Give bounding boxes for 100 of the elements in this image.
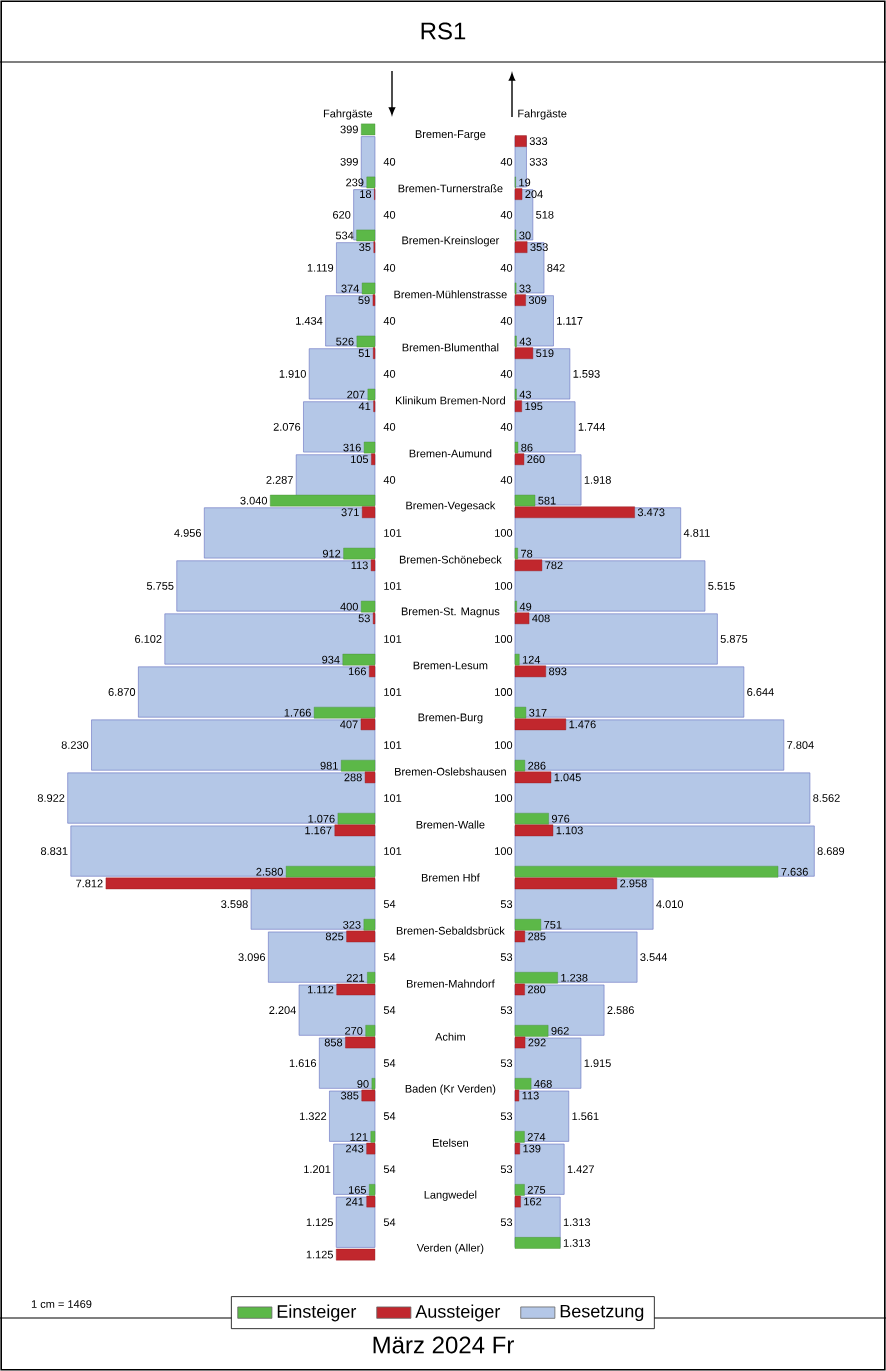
data-label: 407 bbox=[340, 720, 358, 729]
bar bbox=[340, 759, 376, 772]
bar bbox=[336, 983, 376, 996]
bar bbox=[514, 972, 558, 984]
data-label: 162 bbox=[524, 1197, 542, 1206]
bar bbox=[514, 441, 519, 454]
data-label: 35 bbox=[359, 243, 371, 252]
bar bbox=[367, 972, 376, 984]
y-tick-label: Bremen-Burg bbox=[418, 713, 483, 724]
data-label: 6.870 bbox=[108, 688, 136, 696]
data-label: 2.580 bbox=[256, 867, 283, 876]
bar bbox=[514, 653, 520, 666]
data-label: 124 bbox=[522, 655, 541, 664]
y-tick-label: 100 bbox=[495, 847, 513, 855]
data-label: 5.515 bbox=[708, 582, 735, 590]
y-tick-label: Baden (Kr Verden) bbox=[405, 1084, 496, 1095]
text: RS1 bbox=[421, 22, 466, 40]
y-tick-label: 40 bbox=[500, 476, 513, 484]
data-label: 519 bbox=[536, 349, 554, 358]
data-label: 581 bbox=[538, 496, 556, 505]
y-tick-label: 40 bbox=[383, 210, 396, 219]
data-label: 113 bbox=[522, 1091, 539, 1100]
bar bbox=[285, 865, 376, 878]
data-label: 1.766 bbox=[284, 708, 311, 717]
y-tick-label: Bremen-Lesum bbox=[413, 661, 488, 670]
data-label: 399 bbox=[340, 125, 358, 134]
y-tick-label: Klinikum Bremen-Nord bbox=[395, 396, 505, 405]
data-label: 3.040 bbox=[240, 496, 268, 505]
bar bbox=[345, 1036, 376, 1049]
data-label: 1.313 bbox=[563, 1239, 591, 1247]
data-label: 7.804 bbox=[787, 741, 814, 749]
bar bbox=[363, 919, 376, 931]
bar bbox=[356, 335, 376, 348]
bar bbox=[367, 388, 376, 401]
x-axis-title: Fahrgäste bbox=[518, 109, 567, 120]
data-label: 371 bbox=[341, 508, 359, 517]
data-label: 90 bbox=[357, 1079, 369, 1088]
y-tick-label: 54 bbox=[383, 1112, 396, 1121]
data-label: 5.875 bbox=[720, 635, 748, 643]
data-label: 7.812 bbox=[76, 879, 103, 888]
data-label: 399 bbox=[340, 157, 358, 166]
bar bbox=[514, 930, 526, 943]
data-label: 858 bbox=[324, 1038, 343, 1047]
bar bbox=[514, 612, 530, 625]
y-tick-label: 40 bbox=[383, 316, 396, 325]
y-tick-label: 54 bbox=[383, 1218, 396, 1227]
data-label: 78 bbox=[521, 549, 533, 558]
data-label: 43 bbox=[519, 337, 532, 346]
y-tick-label: 40 bbox=[383, 157, 396, 166]
bar bbox=[334, 824, 376, 837]
bar bbox=[514, 983, 525, 996]
bar bbox=[514, 453, 525, 465]
data-label: 18 bbox=[360, 190, 372, 198]
data-label: 292 bbox=[528, 1038, 546, 1047]
bar bbox=[514, 294, 526, 306]
bar bbox=[370, 559, 376, 572]
bar bbox=[514, 1078, 532, 1090]
data-label: 374 bbox=[341, 284, 359, 293]
text: März 2024 Fr bbox=[373, 1336, 514, 1354]
bar bbox=[362, 506, 376, 519]
bar bbox=[343, 547, 376, 560]
y-tick-label: 100 bbox=[495, 741, 513, 749]
bar bbox=[366, 1142, 376, 1155]
y-tick-label: 54 bbox=[383, 953, 396, 961]
data-label: 8.230 bbox=[61, 741, 89, 749]
data-label: 976 bbox=[551, 814, 570, 823]
bar bbox=[337, 812, 376, 825]
data-label: 59 bbox=[358, 296, 370, 305]
y-tick-label: 54 bbox=[383, 1006, 396, 1014]
data-label: 8.562 bbox=[813, 794, 840, 802]
bar bbox=[364, 771, 376, 784]
data-label: 534 bbox=[335, 231, 354, 240]
y-tick-label: Bremen-Sebaldsbrück bbox=[396, 926, 505, 935]
bar bbox=[366, 1195, 376, 1208]
bar bbox=[361, 1089, 376, 1102]
y-tick-label: Bremen-Schönebeck bbox=[399, 555, 502, 564]
y-tick-label: 53 bbox=[500, 1112, 513, 1121]
data-label: 782 bbox=[545, 561, 563, 570]
data-label: 3.473 bbox=[637, 508, 665, 517]
y-tick-label: 101 bbox=[384, 582, 402, 590]
data-label: 1.313 bbox=[563, 1218, 591, 1227]
data-label: 333 bbox=[529, 157, 548, 166]
data-label: 1.119 bbox=[307, 263, 334, 272]
data-label: 317 bbox=[529, 708, 547, 717]
y-tick-label: Achim bbox=[435, 1032, 465, 1041]
bar bbox=[514, 241, 528, 253]
y-tick-label: 101 bbox=[384, 635, 402, 643]
y-tick-label: 101 bbox=[384, 847, 402, 855]
data-label: 139 bbox=[523, 1144, 541, 1153]
data-label: 270 bbox=[345, 1026, 363, 1035]
data-label: 1.167 bbox=[305, 826, 332, 835]
data-label: 2.076 bbox=[273, 422, 301, 431]
y-tick-label: Langwedel bbox=[424, 1190, 477, 1201]
bar bbox=[514, 1142, 520, 1155]
data-label: 1.910 bbox=[279, 369, 306, 378]
y-tick-label: 101 bbox=[384, 741, 402, 749]
bar bbox=[514, 1089, 520, 1102]
data-label: 19 bbox=[519, 178, 531, 187]
y-tick-label: 101 bbox=[384, 794, 402, 802]
bar bbox=[370, 1131, 376, 1143]
